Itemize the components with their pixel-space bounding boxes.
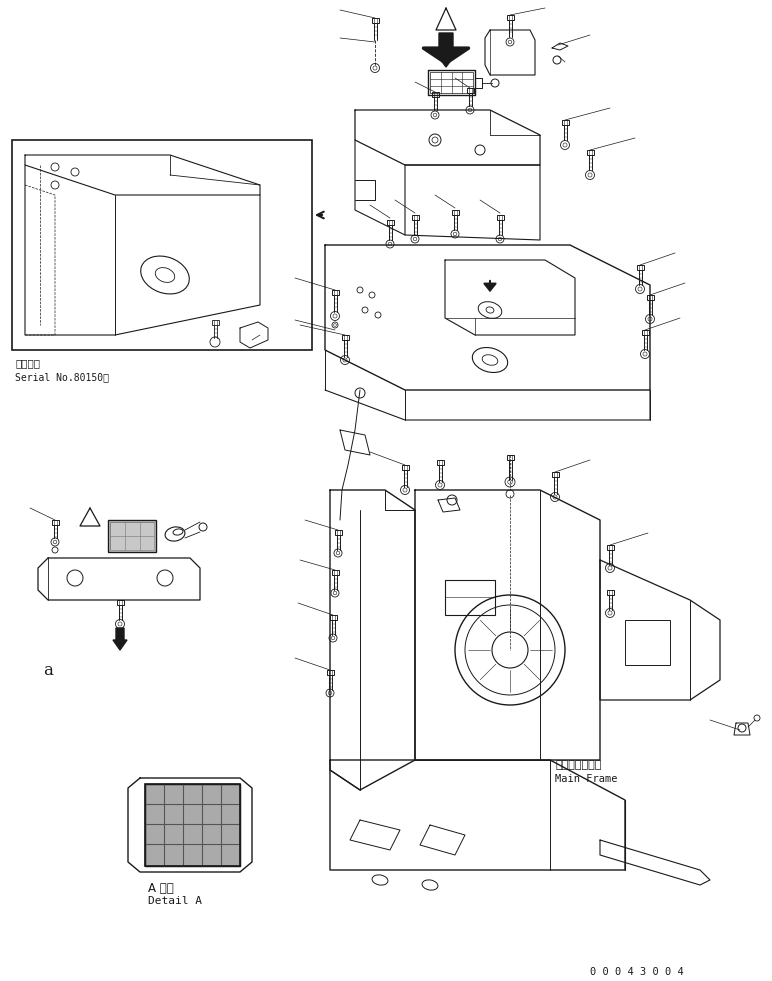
Text: Detail A: Detail A: [148, 896, 202, 906]
Bar: [452, 210, 459, 215]
Bar: [331, 290, 338, 295]
Bar: [607, 590, 614, 595]
FancyArrow shape: [435, 33, 457, 67]
Bar: [506, 455, 513, 460]
Text: Serial No.80150〜: Serial No.80150〜: [15, 372, 109, 382]
Bar: [496, 215, 503, 220]
Text: メインフレーム: メインフレーム: [555, 760, 601, 770]
Bar: [430, 72, 473, 93]
Bar: [12, 140, 312, 350]
Text: a: a: [43, 662, 52, 679]
Text: 適用号機: 適用号機: [15, 358, 40, 368]
Text: A 詳細: A 詳細: [148, 882, 174, 895]
Bar: [636, 265, 644, 270]
Bar: [341, 335, 348, 340]
Bar: [330, 615, 337, 620]
Bar: [445, 580, 495, 615]
Bar: [110, 522, 154, 550]
Bar: [371, 18, 378, 23]
Bar: [561, 120, 568, 125]
Bar: [551, 472, 558, 477]
Bar: [212, 320, 218, 325]
Bar: [411, 215, 418, 220]
Bar: [387, 220, 394, 225]
Bar: [145, 784, 240, 866]
Bar: [145, 784, 240, 866]
Text: 0 0 0 4 3 0 0 4: 0 0 0 4 3 0 0 4: [590, 967, 684, 977]
Bar: [331, 570, 338, 575]
Bar: [607, 545, 614, 550]
Bar: [327, 670, 334, 675]
Bar: [436, 460, 443, 465]
Bar: [646, 295, 654, 300]
Bar: [587, 150, 594, 155]
Bar: [52, 520, 59, 525]
Bar: [625, 620, 670, 665]
Text: Main Frame: Main Frame: [555, 774, 618, 784]
Bar: [642, 330, 648, 335]
Bar: [334, 530, 341, 535]
FancyArrow shape: [113, 628, 127, 650]
Bar: [506, 15, 513, 20]
Bar: [401, 465, 408, 470]
Bar: [108, 520, 156, 552]
Bar: [466, 88, 473, 93]
Bar: [117, 600, 124, 605]
Bar: [432, 92, 438, 97]
Bar: [145, 784, 240, 866]
